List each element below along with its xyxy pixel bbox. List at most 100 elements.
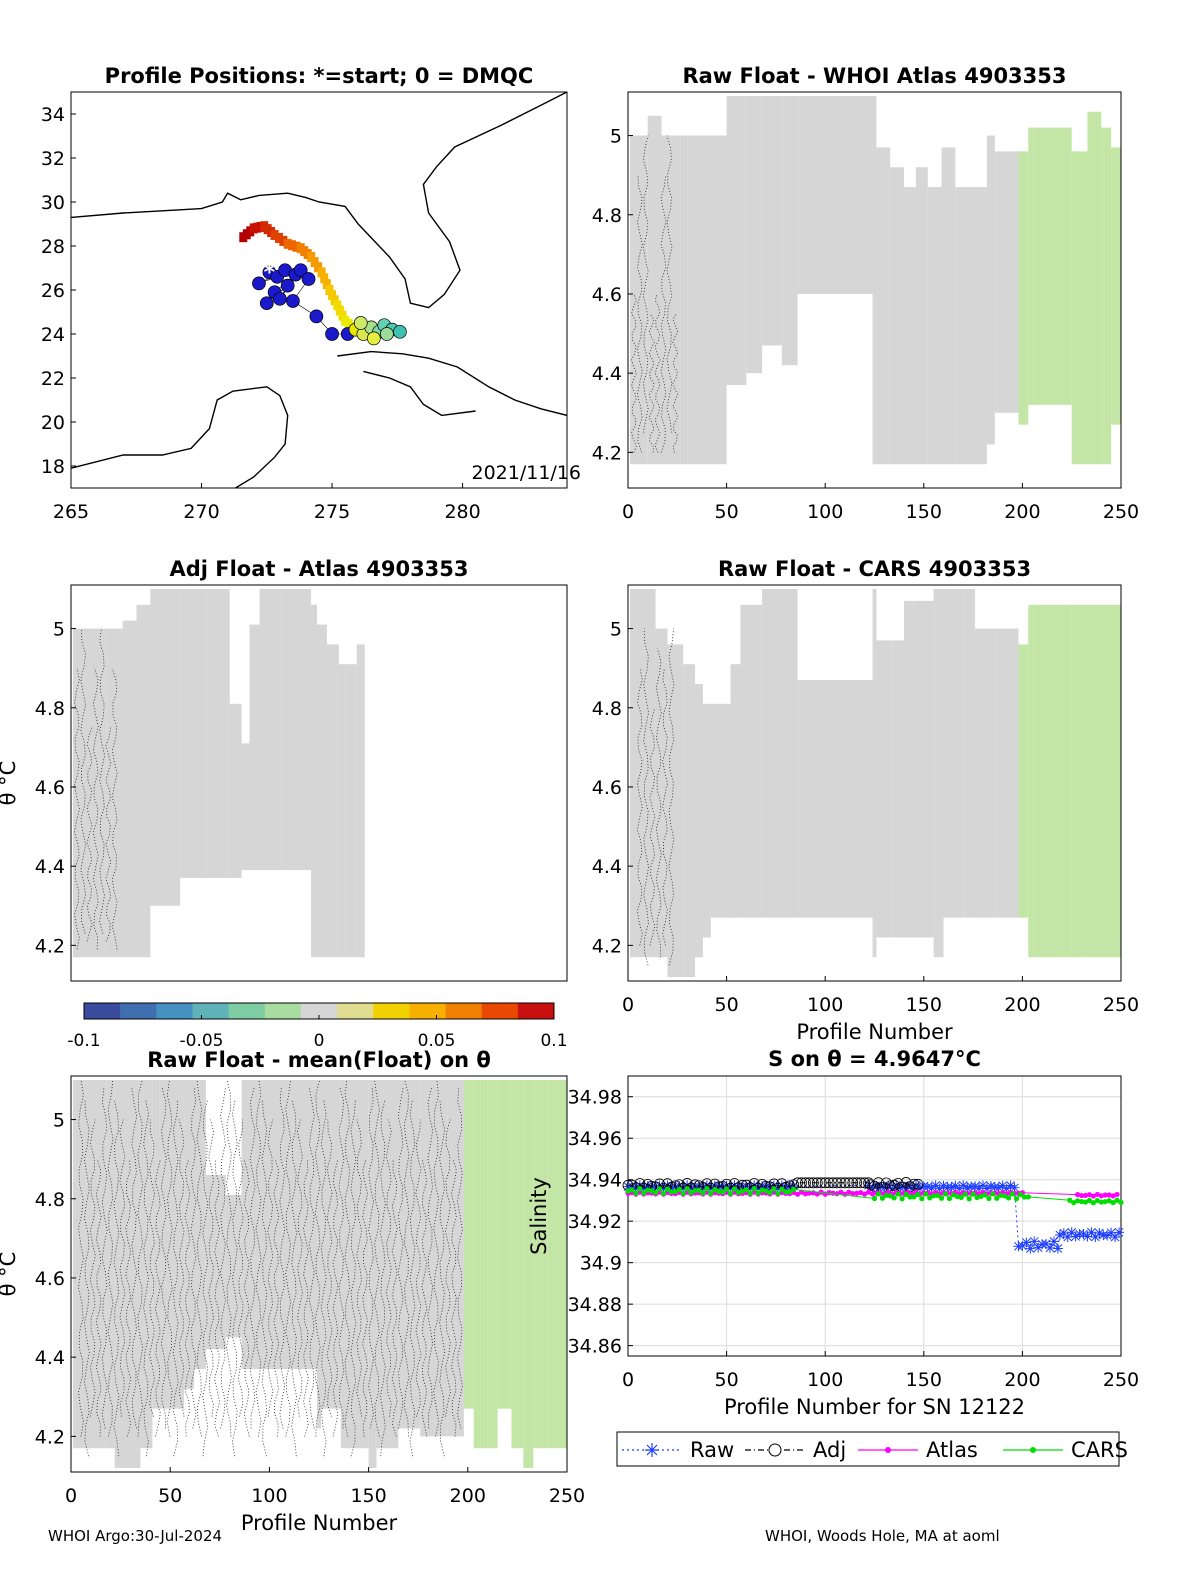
series-raw-point <box>989 1182 1000 1193</box>
adj-profile-trace <box>105 727 112 942</box>
map-ytick-label: 18 <box>41 456 65 478</box>
coastline <box>337 350 567 417</box>
series-cars-point <box>911 1194 917 1200</box>
series-cars-point <box>891 1195 897 1201</box>
series-raw-point <box>1021 1237 1032 1248</box>
series-cars-point <box>962 1191 968 1197</box>
cars-grey-cell <box>683 664 696 978</box>
whoi-xtick-label: 0 <box>622 501 634 523</box>
series-raw-point <box>926 1182 937 1193</box>
mean-profile-trace <box>362 1159 369 1437</box>
mean-profile-trace <box>279 1087 286 1429</box>
cars-grey-cell <box>872 588 877 958</box>
series-raw-point <box>1005 1180 1016 1191</box>
track-marker <box>320 273 329 284</box>
mean-ytick-label: 4.6 <box>35 1268 65 1290</box>
cars-ytick-label: 4.6 <box>592 777 622 799</box>
series-raw-point <box>922 1181 933 1192</box>
series-raw-point <box>871 1180 882 1191</box>
mean-profile-trace <box>255 1079 262 1437</box>
mean-grey-cell <box>194 1079 206 1370</box>
cars-grey-cell <box>695 684 703 958</box>
mean-title: Raw Float - mean(Float) on θ <box>147 1048 491 1072</box>
series-adj-point <box>843 1177 855 1189</box>
adj-frame <box>70 584 568 982</box>
series-raw-point <box>1070 1231 1081 1242</box>
series-cars-point <box>1118 1199 1124 1206</box>
cars-grey-cell <box>667 644 684 978</box>
adj-grey-cell <box>360 644 365 958</box>
start-marker: * <box>264 260 276 285</box>
profile-position <box>393 324 407 339</box>
cars-axes: 0 50 100 150 200 250 4.2 4.4 4.6 4.8 5 Raw Float - … <box>592 557 1139 1044</box>
cars-xtick-label: 200 <box>1004 994 1040 1016</box>
series-raw-point <box>674 1181 685 1192</box>
series-atlas-point <box>1106 1192 1112 1198</box>
series-cars-point <box>625 1188 631 1194</box>
series-adj-point <box>851 1177 863 1189</box>
series-raw-point <box>938 1180 949 1191</box>
whoi-grey-cell <box>647 115 662 465</box>
mean-xtick-label: 100 <box>251 1485 287 1507</box>
whoi-grey-cell <box>687 135 727 465</box>
series-cars-point <box>759 1187 765 1193</box>
series-atlas-point <box>1094 1191 1100 1198</box>
whoi-green-cell <box>1028 127 1035 405</box>
colorbar-cell <box>445 1003 483 1019</box>
mean-profile-trace <box>101 1087 108 1429</box>
mean-profile-trace <box>143 1099 150 1457</box>
coastline <box>71 386 289 488</box>
track-marker <box>288 240 297 251</box>
whoi-grey-cell <box>876 147 891 465</box>
colorbar: -0.1 -0.05 0 0.05 0.1 <box>67 1002 568 1051</box>
map-xtick-label: 280 <box>444 501 480 523</box>
whoi-profile-trace <box>636 175 643 453</box>
series-cars-point <box>994 1195 1000 1201</box>
series-cars-point <box>1009 1191 1016 1197</box>
series-raw-point <box>1094 1228 1105 1239</box>
profile-position <box>309 309 324 324</box>
map-ytick-label: 28 <box>41 236 65 258</box>
footer-left: WHOI Argo:30-Jul-2024 <box>48 1527 222 1545</box>
mean-grey-cell <box>340 1079 369 1449</box>
adj-profile-trace <box>80 628 87 934</box>
series-cars-point <box>712 1187 718 1193</box>
whoi-xtick-label: 250 <box>1103 501 1139 523</box>
track-marker <box>328 290 337 301</box>
colorbar-cell <box>156 1003 193 1019</box>
mean-profile-trace <box>196 1079 203 1437</box>
mean-grey-cell <box>320 1079 341 1409</box>
series-cars-point <box>747 1190 753 1196</box>
series-raw-point <box>910 1180 921 1191</box>
whoi-green-cell <box>1018 151 1029 425</box>
series-atlas-point <box>1086 1192 1093 1198</box>
series-cars-point <box>1067 1197 1073 1203</box>
cars-cells <box>629 588 1121 978</box>
track-marker <box>279 235 288 246</box>
series-raw-point <box>930 1180 941 1191</box>
adj-grey-cell <box>281 588 312 871</box>
adj-grey-cell <box>180 588 206 879</box>
series-cars-point <box>668 1189 674 1195</box>
series-raw-point <box>867 1183 878 1194</box>
series-adj-point <box>815 1177 827 1189</box>
cars-green-cell <box>1028 604 1035 958</box>
series-cars-point <box>1090 1200 1096 1206</box>
cars-xtick-label: 250 <box>1103 994 1139 1016</box>
series-cars-point <box>1106 1198 1112 1204</box>
adj-ytick-label: 4.2 <box>35 935 65 957</box>
mean-profile-trace <box>433 1079 440 1437</box>
mean-xtick-label: 50 <box>158 1485 182 1507</box>
profile-position <box>380 327 394 341</box>
series-raw-point <box>954 1183 965 1194</box>
colorbar-cell <box>192 1003 230 1019</box>
adj-profile-trace <box>92 668 99 950</box>
mean-profile-trace <box>202 1099 209 1457</box>
mean-grey-cell <box>368 1079 377 1469</box>
salinity-ylabel: Salinity <box>527 1177 551 1255</box>
series-raw-point <box>757 1180 768 1191</box>
mean-green-cell <box>547 1079 567 1449</box>
series-cars-point <box>915 1191 921 1198</box>
cars-green-cell <box>1018 644 1029 918</box>
mean-profile-trace <box>403 1079 410 1437</box>
